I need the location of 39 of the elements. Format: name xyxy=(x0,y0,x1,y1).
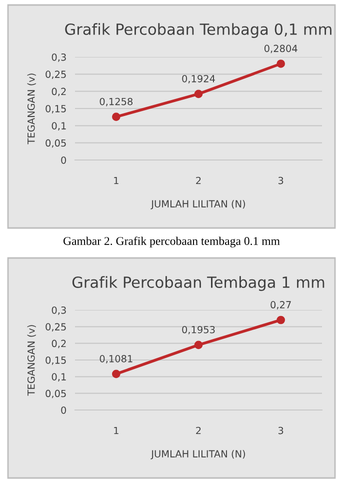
x-axis-title: JUMLAH LILITAN (N) xyxy=(150,200,246,210)
y-tick-label: 0 xyxy=(61,406,66,414)
data-label: 0,1924 xyxy=(182,74,215,84)
chart-title: Grafik Percobaan Tembaga 0,1 mm xyxy=(65,23,332,38)
data-label: 0,1081 xyxy=(100,355,132,364)
x-tick-label: 3 xyxy=(278,176,284,184)
data-label: 0,27 xyxy=(270,301,291,310)
x-axis-title: JUMLAH LILITAN (N) xyxy=(150,450,246,460)
x-tick-label: 1 xyxy=(114,176,118,184)
y-tick-label: 0,25 xyxy=(46,323,66,332)
point xyxy=(112,112,120,121)
point xyxy=(194,90,203,98)
data-label: 0,2804 xyxy=(264,44,298,54)
point xyxy=(276,316,285,324)
data-label: 0,1953 xyxy=(182,326,215,334)
y-axis-title: TEGANGAN (v) xyxy=(27,74,36,144)
y-tick-label: 0,3 xyxy=(52,306,66,315)
x-tick-label: 3 xyxy=(278,426,284,434)
y-tick-label: 0,15 xyxy=(46,104,66,114)
y-axis-title: TEGANGAN (v) xyxy=(27,325,36,396)
y-tick-label: 0,15 xyxy=(46,356,66,365)
y-tick-label: 0,1 xyxy=(52,122,66,130)
point xyxy=(112,370,120,378)
x-tick-label: 2 xyxy=(196,426,201,434)
y-tick-label: 0,05 xyxy=(46,390,66,398)
data-label: 0,1258 xyxy=(100,98,133,106)
y-tick-label: 0 xyxy=(61,156,66,164)
chart-title: Grafik Percobaan Tembaga 1 mm xyxy=(72,276,324,291)
text: Gambar 2. Grafik percobaan tembaga 0.1 mm xyxy=(63,236,280,248)
x-tick-label: 1 xyxy=(114,426,118,434)
y-tick-label: 0,3 xyxy=(52,53,66,62)
x-tick-label: 2 xyxy=(196,176,201,184)
point xyxy=(276,60,285,68)
y-tick-label: 0,1 xyxy=(52,373,66,382)
y-tick-label: 0,2 xyxy=(52,88,66,96)
y-tick-label: 0,2 xyxy=(52,340,66,348)
y-tick-label: 0,05 xyxy=(46,139,66,148)
y-tick-label: 0,25 xyxy=(46,70,66,79)
point xyxy=(194,340,203,350)
